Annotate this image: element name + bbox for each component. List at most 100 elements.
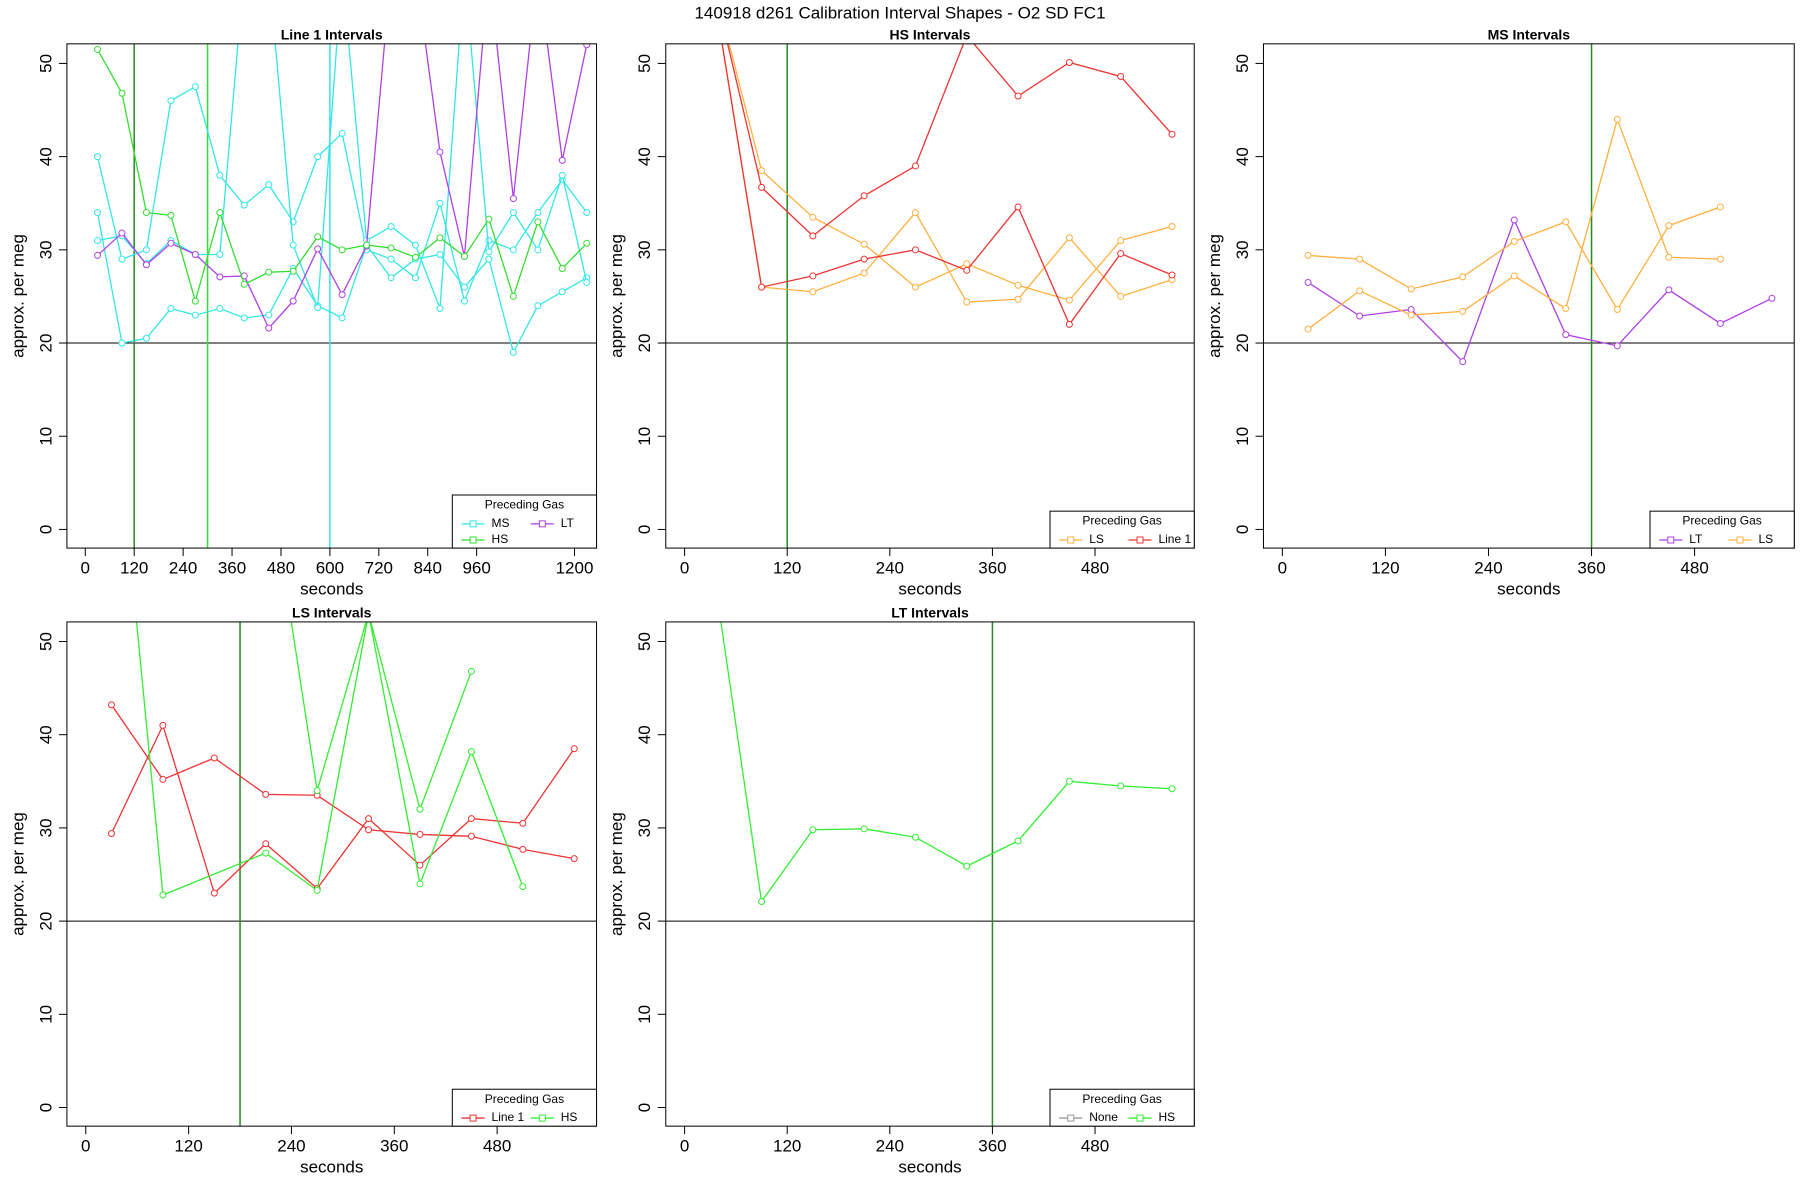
x-tick-label: 360 (218, 559, 246, 578)
y-tick-label: 20 (635, 912, 654, 931)
data-point (1356, 287, 1364, 295)
panel-title: MS Intervals (1488, 27, 1571, 43)
y-axis-label: approx. per meg (8, 812, 27, 936)
legend-swatch-marker (469, 536, 477, 544)
data-point (167, 97, 175, 105)
data-point (94, 153, 102, 161)
y-tick-label: 0 (635, 1103, 654, 1112)
data-point (240, 201, 248, 209)
data-point (860, 240, 868, 248)
x-tick-label: 360 (380, 1137, 408, 1156)
y-tick-label: 30 (36, 818, 55, 837)
legend-swatch-marker (469, 520, 477, 528)
data-point (1117, 72, 1125, 80)
data-point (758, 283, 766, 291)
data-point (436, 199, 444, 207)
panel-title: LS Intervals (292, 605, 372, 621)
data-point (583, 43, 591, 49)
data-point (1065, 58, 1073, 66)
series-line (135, 621, 524, 896)
data-point (338, 246, 346, 254)
legend-title: Preceding Gas (485, 1092, 564, 1106)
x-tick-label: 240 (277, 1137, 305, 1156)
data-point (485, 255, 493, 263)
y-tick-label: 0 (1233, 525, 1252, 534)
data-point (558, 171, 566, 179)
data-point (558, 264, 566, 272)
data-point (1716, 255, 1724, 263)
x-tick-label: 240 (1474, 559, 1502, 578)
data-point (1716, 319, 1724, 327)
data-point (167, 239, 175, 247)
legend-label: MS (492, 516, 510, 530)
data-point (216, 209, 224, 217)
data-point (1014, 837, 1022, 845)
plot-frame (665, 43, 1195, 549)
data-point (338, 314, 346, 322)
data-point (263, 452, 269, 458)
legend-label: Line 1 (492, 1110, 525, 1124)
x-tick-label: 360 (978, 559, 1006, 578)
data-point (1562, 331, 1570, 339)
data-point (1168, 271, 1176, 279)
data-point (265, 311, 273, 319)
legend-swatch-marker (1136, 1114, 1144, 1122)
x-tick-label: 240 (876, 1137, 904, 1156)
legend-label: HS (1158, 1110, 1175, 1124)
data-point (1768, 294, 1776, 302)
y-axis-label: approx. per meg (607, 812, 626, 936)
data-point (94, 45, 102, 53)
data-point (809, 232, 817, 240)
data-point (1407, 311, 1415, 319)
y-tick-label: 20 (635, 334, 654, 353)
plot-area (66, 452, 597, 1127)
data-point (860, 269, 868, 277)
data-point (94, 251, 102, 259)
legend-swatch-marker (538, 1114, 546, 1122)
figure-title: 140918 d261 Calibration Interval Shapes … (694, 3, 1105, 22)
y-tick-label: 40 (635, 725, 654, 744)
data-point (911, 209, 919, 217)
legend-label: LS (1758, 532, 1773, 546)
data-point (412, 253, 420, 261)
data-point (534, 302, 542, 310)
data-point (265, 268, 273, 276)
legend-title: Preceding Gas (1082, 1092, 1161, 1106)
data-point (1065, 234, 1073, 242)
y-tick-label: 0 (36, 1103, 55, 1112)
data-point (460, 297, 468, 305)
data-point (262, 790, 270, 798)
series-line (290, 621, 473, 812)
series-line (720, 621, 1173, 904)
x-axis-label: seconds (1497, 580, 1560, 599)
x-axis-label: seconds (300, 1158, 363, 1177)
data-point (1014, 92, 1022, 100)
legend-swatch-marker (538, 520, 546, 528)
data-point (534, 209, 542, 217)
x-tick-label: 240 (876, 559, 904, 578)
data-point (911, 833, 919, 841)
data-point (467, 815, 475, 823)
data-point (558, 288, 566, 296)
series-line (96, 49, 588, 304)
series-line (726, 43, 1173, 237)
data-point (159, 721, 167, 729)
y-tick-label: 10 (36, 427, 55, 446)
data-point (289, 241, 297, 249)
data-point (1716, 203, 1724, 211)
data-point (467, 832, 475, 840)
y-tick-label: 50 (1233, 54, 1252, 73)
y-tick-label: 40 (36, 725, 55, 744)
data-point (436, 148, 444, 156)
data-point (94, 209, 102, 217)
data-point (963, 862, 971, 870)
data-point (860, 255, 868, 263)
data-point (240, 280, 248, 288)
data-point (216, 250, 224, 258)
x-tick-label: 360 (978, 1137, 1006, 1156)
x-tick-label: 120 (773, 559, 801, 578)
y-tick-label: 20 (36, 912, 55, 931)
data-point (262, 849, 270, 857)
